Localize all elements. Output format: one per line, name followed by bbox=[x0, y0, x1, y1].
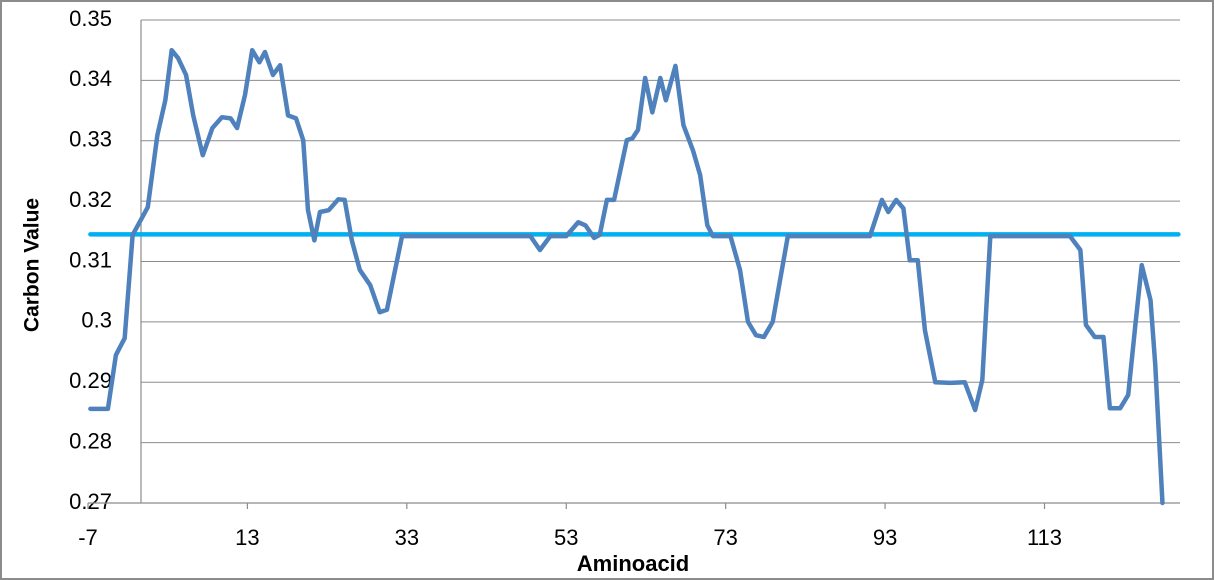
y-tick-label: 0.29 bbox=[69, 368, 112, 393]
x-tick-label: 13 bbox=[235, 525, 259, 550]
x-tick-label: -7 bbox=[78, 525, 98, 550]
y-tick-label: 0.3 bbox=[81, 308, 112, 333]
y-tick-label: 0.33 bbox=[69, 127, 112, 152]
y-tick-label: 0.32 bbox=[69, 187, 112, 212]
x-tick-label: 113 bbox=[1027, 525, 1062, 550]
x-tick-label: 93 bbox=[873, 525, 897, 550]
y-tick-label: 0.31 bbox=[69, 247, 112, 272]
y-tick-label: 0.35 bbox=[69, 6, 112, 31]
x-tick-label: 73 bbox=[713, 525, 737, 550]
y-tick-label: 0.34 bbox=[69, 66, 112, 91]
y-tick-label: 0.28 bbox=[69, 428, 112, 453]
data-line bbox=[88, 47, 1165, 506]
x-axis-title: Aminoacid bbox=[577, 551, 689, 576]
x-tick-label: 53 bbox=[554, 525, 578, 550]
x-tick-label: 33 bbox=[395, 525, 419, 550]
y-axis-title: Carbon Value bbox=[21, 198, 44, 332]
y-tick-label: 0.27 bbox=[69, 489, 112, 514]
